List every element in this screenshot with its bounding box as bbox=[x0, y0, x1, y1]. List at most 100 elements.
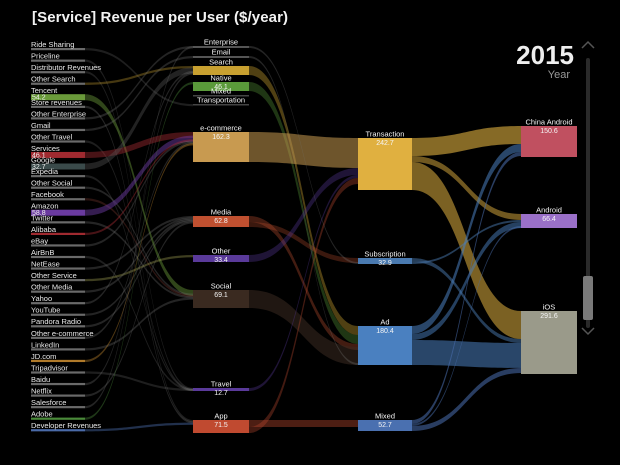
link-other-media-to-media bbox=[85, 217, 193, 293]
node-bar-alibaba[interactable] bbox=[31, 232, 85, 235]
node-bar-store-revenues[interactable] bbox=[31, 105, 85, 108]
node-bar-jd-com[interactable] bbox=[31, 359, 85, 363]
node-bar-facebook[interactable] bbox=[31, 198, 85, 201]
node-bar-services[interactable] bbox=[31, 151, 85, 158]
model-bar-mixed[interactable] bbox=[358, 420, 412, 431]
node-label-other-enterprise: Other Enterprise bbox=[31, 109, 86, 118]
category-bar-app[interactable] bbox=[193, 420, 249, 433]
link-alibaba-to-e-commerce bbox=[85, 139, 193, 235]
category-bar-social[interactable] bbox=[193, 290, 249, 308]
node-bar-other-social[interactable] bbox=[31, 186, 85, 189]
category-bar-enterprise[interactable] bbox=[193, 46, 249, 48]
chevron-down-icon[interactable] bbox=[581, 326, 595, 336]
link-netflix-to-media bbox=[85, 221, 193, 397]
node-bar-youtube[interactable] bbox=[31, 313, 85, 316]
node-bar-linkedin[interactable] bbox=[31, 348, 85, 351]
link-developer-revenues-to-app bbox=[85, 422, 193, 432]
node-bar-other-media[interactable] bbox=[31, 290, 85, 293]
link-expedia-to-travel bbox=[85, 175, 193, 391]
category-label-email: Email bbox=[212, 48, 231, 57]
flow-nodes: Ride Sharing Priceline Distributor Revenue… bbox=[31, 38, 577, 433]
year-label: Year bbox=[547, 69, 570, 81]
link-search-to-ad bbox=[249, 66, 358, 335]
link-yahoo-to-search bbox=[85, 70, 193, 305]
node-label-amazon: Amazon bbox=[31, 202, 59, 211]
model-bar-subscription[interactable] bbox=[358, 258, 412, 264]
link-media-to-ad bbox=[249, 216, 358, 350]
platform-value-ios: 291.6 bbox=[540, 313, 558, 320]
node-label-developer-revenues: Developer Revenues bbox=[31, 421, 101, 430]
link-subscription-to-ios bbox=[412, 258, 521, 343]
category-bar-email[interactable] bbox=[193, 56, 249, 58]
node-label-netflix: Netflix bbox=[31, 387, 52, 396]
node-bar-gmail[interactable] bbox=[31, 128, 85, 132]
node-bar-other-enterprise[interactable] bbox=[31, 117, 85, 120]
node-bar-salesforce[interactable] bbox=[31, 406, 85, 409]
link-amazon-to-e-commerce bbox=[85, 135, 193, 216]
category-bar-search[interactable] bbox=[193, 66, 249, 75]
node-bar-tencent[interactable] bbox=[31, 94, 85, 101]
node-label-store-revenues: Store revenues bbox=[31, 98, 82, 107]
link-media-to-subscription bbox=[249, 222, 358, 263]
category-bar-native[interactable] bbox=[193, 82, 249, 91]
year-slider-thumb[interactable] bbox=[583, 276, 593, 320]
chevron-up-icon[interactable] bbox=[581, 40, 595, 50]
node-bar-other-e-commerce[interactable] bbox=[31, 336, 85, 339]
node-label-facebook: Facebook bbox=[31, 190, 64, 199]
category-bar-transportation[interactable] bbox=[193, 104, 249, 106]
link-ad-to-android bbox=[412, 222, 521, 340]
link-app-to-mixed bbox=[249, 420, 358, 427]
node-label-airbnb: AirBnB bbox=[31, 248, 54, 257]
category-value-other: 33.4 bbox=[214, 257, 228, 264]
platform-value-china-android: 150.6 bbox=[540, 128, 558, 135]
node-bar-expedia[interactable] bbox=[31, 175, 85, 178]
link-facebook-to-social bbox=[85, 198, 193, 298]
model-bar-transaction[interactable] bbox=[358, 138, 412, 190]
node-label-jd-com: JD.com bbox=[31, 352, 56, 361]
node-bar-ebay[interactable] bbox=[31, 244, 85, 247]
category-bar-other[interactable] bbox=[193, 255, 249, 262]
node-label-tripadvisor: Tripadvisor bbox=[31, 363, 68, 372]
node-bar-other-search[interactable] bbox=[31, 82, 85, 85]
model-bar-ad[interactable] bbox=[358, 326, 412, 365]
platform-bar-china-android[interactable] bbox=[521, 126, 577, 157]
node-bar-netflix[interactable] bbox=[31, 394, 85, 397]
platform-bar-ios[interactable] bbox=[521, 311, 577, 374]
category-bar-media[interactable] bbox=[193, 216, 249, 227]
node-label-ebay: eBay bbox=[31, 236, 48, 245]
category-label-media: Media bbox=[211, 208, 232, 217]
link-mixed-to-ios bbox=[412, 368, 521, 431]
year-slider-track[interactable] bbox=[586, 58, 590, 328]
category-bar-mixed[interactable] bbox=[193, 95, 249, 97]
node-bar-other-travel[interactable] bbox=[31, 140, 85, 143]
node-label-baidu: Baidu bbox=[31, 375, 50, 384]
link-google-to-search bbox=[85, 67, 193, 170]
node-bar-developer-revenues[interactable] bbox=[31, 429, 85, 432]
node-bar-yahoo[interactable] bbox=[31, 302, 85, 305]
node-bar-other-service[interactable] bbox=[31, 279, 85, 282]
link-e-commerce-to-transaction bbox=[249, 132, 358, 168]
category-bar-travel[interactable] bbox=[193, 388, 249, 391]
link-store-revenues-to-app bbox=[85, 105, 193, 424]
link-jd-com-to-e-commerce bbox=[85, 143, 193, 363]
node-bar-google[interactable] bbox=[31, 163, 85, 170]
node-bar-adobe[interactable] bbox=[31, 417, 85, 420]
node-bar-tripadvisor[interactable] bbox=[31, 371, 85, 374]
platform-bar-android[interactable] bbox=[521, 214, 577, 228]
category-label-transportation: Transportation bbox=[197, 96, 245, 105]
link-twitter-to-social bbox=[85, 221, 193, 299]
node-bar-airbnb[interactable] bbox=[31, 255, 85, 259]
node-bar-ride-sharing[interactable] bbox=[31, 48, 85, 51]
node-bar-distributor-revenues[interactable] bbox=[31, 71, 85, 74]
node-bar-priceline[interactable] bbox=[31, 59, 85, 62]
node-bar-netease[interactable] bbox=[31, 267, 85, 270]
category-bar-e-commerce[interactable] bbox=[193, 132, 249, 162]
category-label-other: Other bbox=[212, 247, 231, 256]
node-bar-amazon[interactable] bbox=[31, 209, 85, 216]
node-bar-twitter[interactable] bbox=[31, 221, 85, 224]
node-bar-baidu[interactable] bbox=[31, 382, 85, 386]
link-baidu-to-search bbox=[85, 72, 193, 386]
link-distributor-revenues-to-app bbox=[85, 71, 193, 423]
node-bar-pandora-radio[interactable] bbox=[31, 325, 85, 328]
node-label-linkedin: LinkedIn bbox=[31, 340, 59, 349]
